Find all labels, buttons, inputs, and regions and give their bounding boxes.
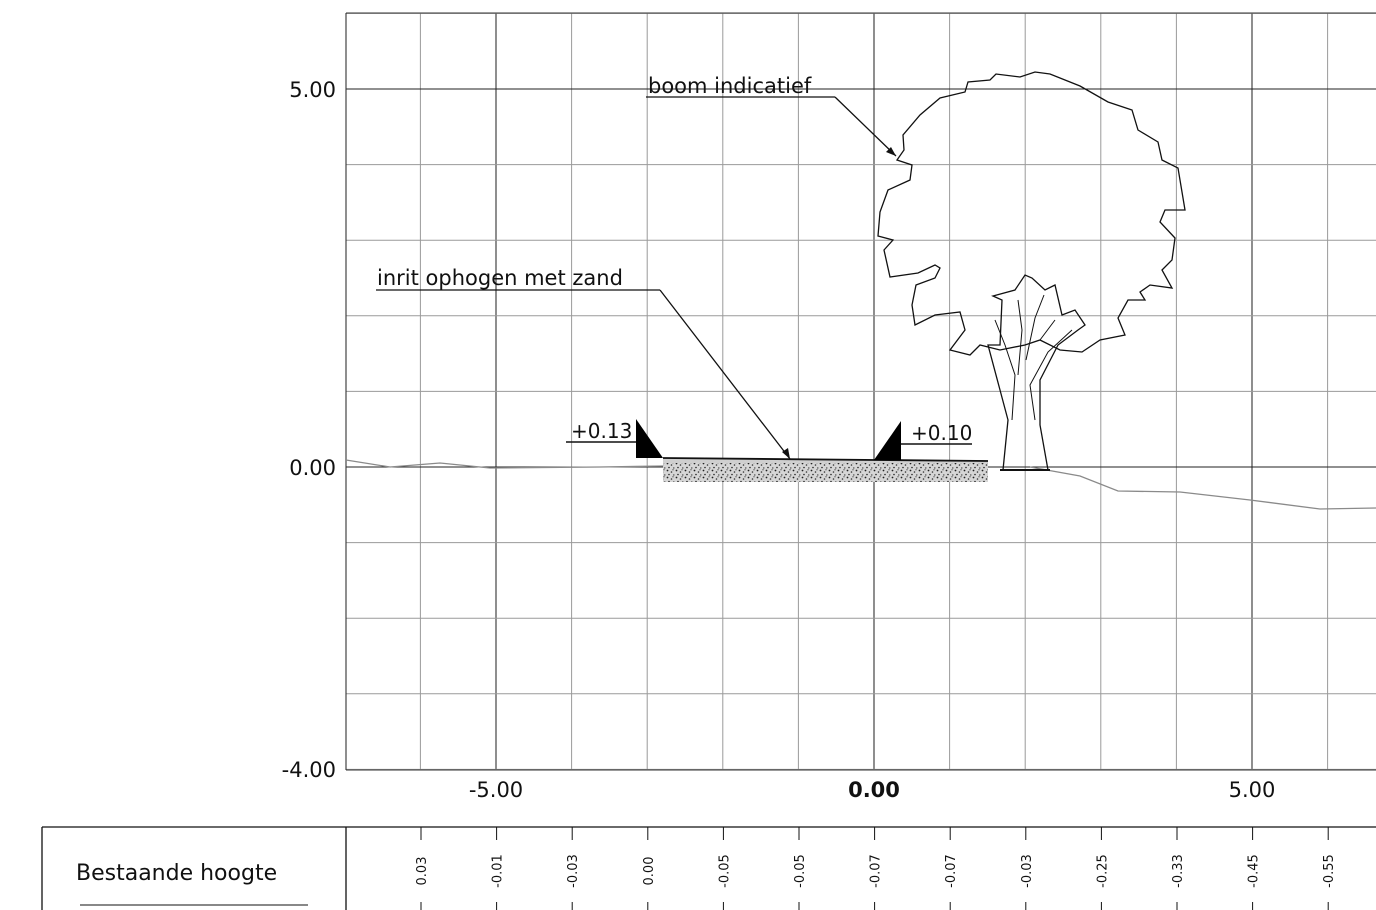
level-marker-right: [874, 421, 972, 460]
tree-annotation-leader: [646, 96, 897, 157]
table-value: -0.07: [944, 854, 959, 888]
sand-fill-layer: [662, 457, 989, 482]
table-value: -0.03: [1020, 854, 1035, 888]
table-values: 0.03 -0.01 -0.03 0.00 -0.05 -0.05 -0.07 -0.07 -0…: [415, 827, 1337, 910]
x-axis-label-center: 0.00: [848, 778, 900, 802]
tree-annotation: boom indicatief: [648, 74, 812, 98]
y-axis-label-zero: 0.00: [289, 456, 336, 480]
table-value: 0.00: [642, 857, 657, 886]
table-value: -0.01: [491, 854, 506, 888]
grid: [345, 12, 1376, 771]
table-value: -0.05: [717, 854, 732, 888]
y-axis-label-bottom: -4.00: [282, 758, 336, 782]
level-label-right: +0.10: [911, 421, 972, 445]
table-value: -0.45: [1247, 854, 1262, 888]
x-axis-label-left: -5.00: [469, 778, 523, 802]
table-value: 0.03: [415, 857, 430, 886]
tree-trunk: [987, 274, 1086, 471]
table-row-label: Bestaande hoogte: [76, 861, 277, 886]
tree-symbol: [877, 71, 1186, 471]
y-axis-label-top: 5.00: [289, 78, 336, 102]
tree-crown: [877, 71, 1186, 356]
table-value: -0.25: [1095, 854, 1110, 888]
existing-ground-line: [345, 459, 1376, 510]
x-axis-label-right: 5.00: [1229, 778, 1276, 802]
driveway-annotation: inrit ophogen met zand: [377, 266, 623, 290]
table-value: -0.33: [1171, 854, 1186, 888]
table-value: -0.03: [566, 854, 581, 888]
height-table: [41, 826, 1376, 910]
table-value: -0.05: [793, 854, 808, 888]
table-value: -0.55: [1322, 854, 1337, 888]
level-label-left: +0.13: [571, 419, 632, 443]
table-value: -0.07: [869, 854, 884, 888]
level-marker-left: [566, 419, 663, 458]
driveway-annotation-leader: [376, 289, 791, 460]
